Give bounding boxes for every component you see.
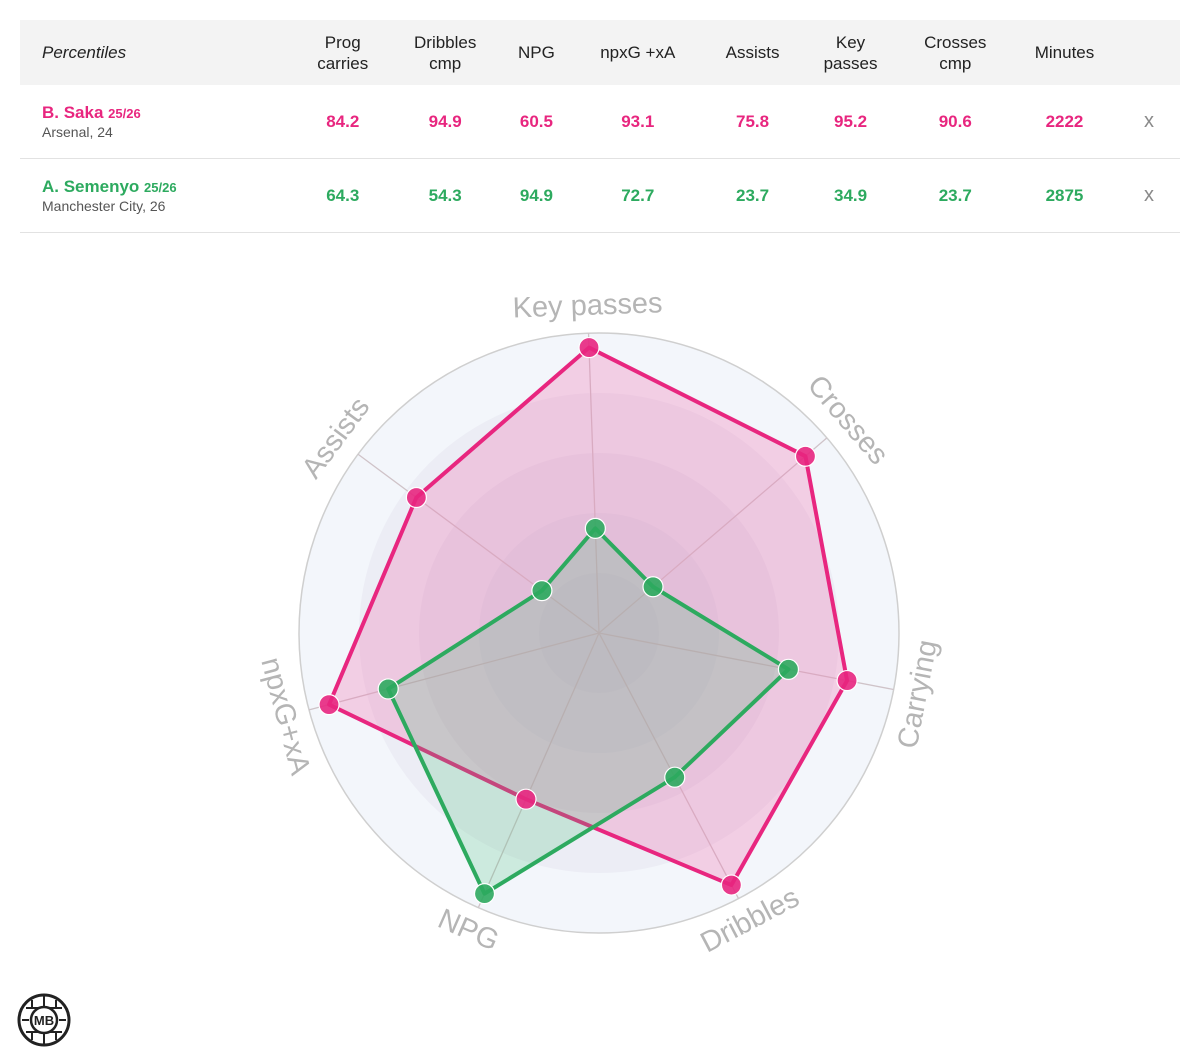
player-name: A. Semenyo: [42, 177, 140, 196]
player-club: Arsenal, 24: [42, 124, 113, 140]
stat-value: 34.9: [801, 158, 900, 233]
column-header-text: Crosses: [924, 32, 987, 52]
column-header: npxG +xA: [571, 20, 704, 85]
player-cell: A. Semenyo 25/26 Manchester City, 26: [20, 158, 296, 233]
stat-value: 54.3: [389, 158, 501, 233]
column-header-text: cmp: [429, 53, 462, 73]
radar-series-area: [327, 345, 850, 888]
stat-value: 94.9: [389, 85, 501, 159]
column-header: NPG: [500, 20, 572, 85]
radar-point: [720, 874, 743, 896]
column-header: Dribbles cmp: [389, 20, 501, 85]
stat-value: 64.3: [296, 158, 390, 233]
stat-value: 84.2: [296, 85, 390, 159]
radar-axis-label: Key passes: [512, 287, 663, 324]
column-header-text: carries: [317, 53, 369, 73]
radar-spoke: [598, 437, 828, 634]
radar-point: [515, 788, 537, 810]
column-header-text: Assists: [725, 43, 780, 62]
stat-value: 72.7: [571, 158, 704, 233]
column-header: Minutes: [1010, 20, 1118, 85]
stat-value: 2875: [1010, 158, 1118, 233]
column-header-text: Prog: [324, 32, 361, 52]
stat-value: 23.7: [899, 158, 1011, 233]
radar-point: [473, 883, 496, 905]
player-season: 25/26: [144, 180, 177, 195]
remove-player-button[interactable]: x: [1118, 85, 1180, 159]
percentiles-header: Percentiles: [20, 20, 296, 85]
table-row: A. Semenyo 25/26 Manchester City, 26 64.3 5…: [20, 158, 1180, 233]
radar-point: [405, 486, 427, 509]
percentiles-table: Percentiles Prog carries Dribbles cmp NPG npx…: [20, 20, 1180, 233]
column-header: Prog carries: [296, 20, 390, 85]
radar-point: [584, 517, 606, 539]
column-header-text: passes: [823, 53, 878, 73]
column-header-text: cmp: [939, 53, 972, 73]
radar-point: [377, 678, 399, 700]
stat-value: 94.9: [500, 158, 572, 233]
radar-point: [318, 694, 340, 716]
column-header-text: Dribbles: [414, 32, 477, 52]
mb-logo-icon: MB: [17, 993, 71, 1047]
column-header: Crosses cmp: [899, 20, 1011, 85]
radar-spoke: [357, 453, 600, 634]
column-header: Key passes: [801, 20, 900, 85]
radar-point: [777, 658, 800, 680]
table-row: B. Saka 25/26 Arsenal, 24 84.2 94.9 60.5 93.1…: [20, 85, 1180, 159]
radar-point: [664, 766, 686, 788]
column-header-text: NPG: [517, 43, 555, 62]
stat-value: 75.8: [703, 85, 802, 159]
radar-point: [642, 576, 664, 598]
stat-value: 60.5: [500, 85, 572, 159]
player-season: 25/26: [108, 106, 141, 121]
radar-point: [794, 445, 817, 467]
table-header-row: Percentiles Prog carries Dribbles cmp NPG npx…: [20, 20, 1180, 85]
stat-value: 90.6: [899, 85, 1011, 159]
column-header-text: Key: [835, 32, 866, 52]
radar-point: [531, 580, 553, 602]
remove-column-header: [1118, 20, 1180, 85]
player-name: B. Saka: [42, 103, 104, 122]
logo-text: MB: [34, 1013, 54, 1028]
stat-value: 95.2: [801, 85, 900, 159]
radar-spoke: [587, 333, 600, 634]
radar-axis-label: Carrying: [892, 637, 944, 751]
radar-series-area: [386, 526, 791, 896]
player-club: Manchester City, 26: [42, 198, 166, 214]
radar-spoke: [477, 632, 600, 908]
player-cell: B. Saka 25/26 Arsenal, 24: [20, 85, 296, 159]
stat-value: 93.1: [571, 85, 704, 159]
column-header-text: npxG +xA: [600, 43, 676, 62]
stat-value: 23.7: [703, 158, 802, 233]
radar-point: [578, 336, 600, 359]
radar-spoke: [598, 632, 740, 899]
column-header: Assists: [703, 20, 802, 85]
stat-value: 2222: [1010, 85, 1118, 159]
radar-point: [836, 669, 858, 692]
column-header-text: Minutes: [1034, 43, 1095, 62]
radar-spoke: [308, 632, 600, 711]
remove-player-button[interactable]: x: [1118, 158, 1180, 233]
